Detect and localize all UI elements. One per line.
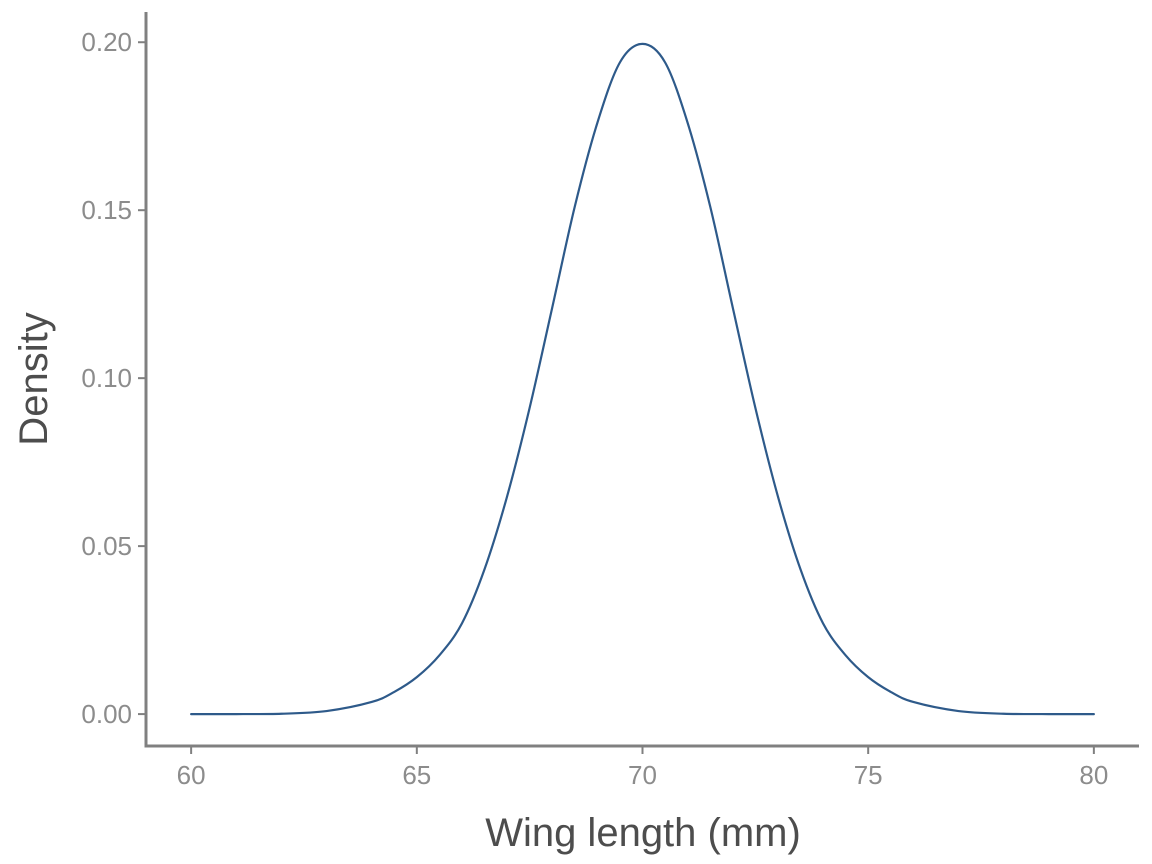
x-tick-label: 75: [854, 760, 883, 790]
y-tick-label: 0.05: [81, 531, 132, 561]
x-axis-title: Wing length (mm): [485, 811, 801, 855]
density-curve: [190, 42, 1095, 716]
x-tick-label: 80: [1079, 760, 1108, 790]
x-tick-label: 70: [628, 760, 657, 790]
y-tick-label: 0.20: [81, 27, 132, 57]
x-tick-label: 60: [177, 760, 206, 790]
x-tick-label: 65: [402, 760, 431, 790]
y-tick-label: 0.00: [81, 699, 132, 729]
axes: 0.00 0.05 0.10 0.15 0.20 60 65 70 75 80: [81, 12, 1139, 790]
plot-area: [190, 42, 1095, 716]
y-axis-title: Density: [12, 312, 56, 445]
y-tick-label: 0.15: [81, 195, 132, 225]
y-tick-label: 0.10: [81, 363, 132, 393]
